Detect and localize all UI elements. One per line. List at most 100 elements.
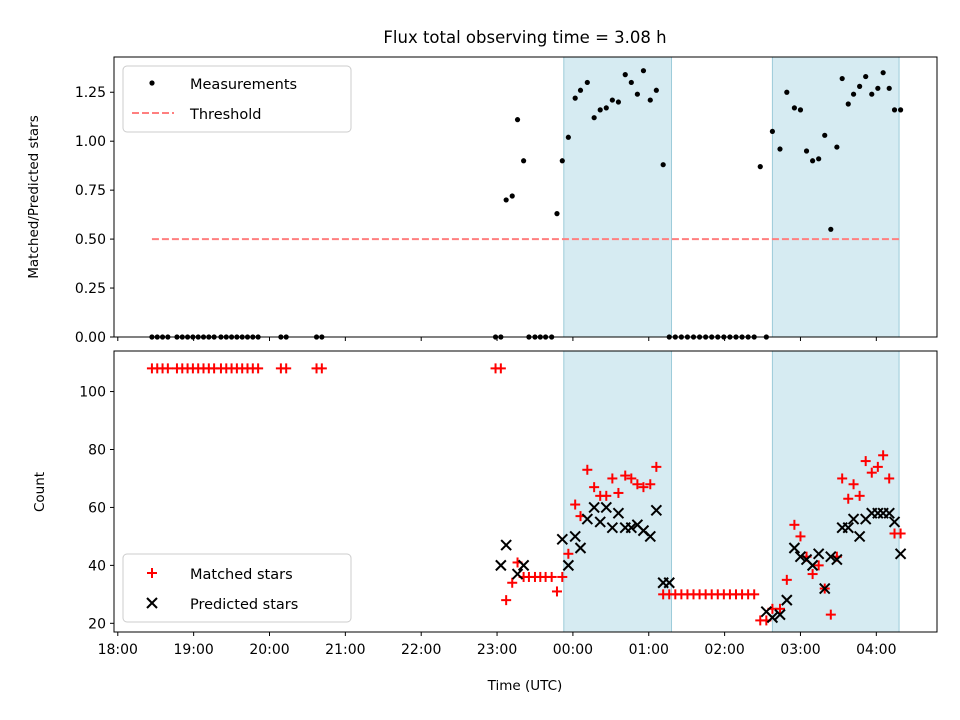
matched-stars-point [316, 363, 327, 374]
top-y-axis-ticks: 0.00 0.25 0.50 0.75 1.00 1.25 [75, 85, 114, 346]
predicted-stars-point [788, 542, 801, 554]
matched-stars-point [878, 450, 889, 461]
predicted-stars-point [888, 516, 901, 528]
legend-marker-predicted-stars [146, 597, 158, 609]
predicted-stars-point [812, 548, 825, 560]
measurement-point [591, 115, 597, 121]
matched-stars-point [620, 470, 631, 481]
predicted-stars-point [574, 542, 587, 554]
top-legend-box [122, 65, 352, 133]
matched-stars-point [570, 499, 581, 510]
bot-ytick-label: 80 [88, 442, 106, 458]
measurement-point [509, 193, 515, 199]
predicted-stars-point [883, 507, 895, 519]
predicted-stars-point [594, 516, 606, 528]
measurement-point [559, 158, 565, 164]
predicted-stars-point [612, 507, 625, 519]
measurement-point [572, 95, 578, 101]
matched-stars-point [795, 531, 806, 542]
xtick-label: 23:00 [477, 642, 517, 658]
matched-stars-point [807, 569, 818, 580]
matched-stars-point [613, 487, 624, 498]
measurement-point [857, 83, 863, 89]
measurement-point [845, 101, 851, 107]
matched-stars-point [860, 456, 871, 467]
matched-stars-point [607, 473, 618, 484]
bottom-axes-frame [113, 350, 938, 633]
matched-stars-point [626, 473, 637, 484]
top-y-axis-label: Matched/Predicted stars [26, 115, 42, 278]
matched-stars-point [546, 571, 557, 582]
chart-title: Flux total observing time = 3.08 h [383, 28, 666, 47]
xtick-label: 18:00 [98, 642, 138, 658]
matched-stars-point [632, 479, 643, 490]
predicted-stars-point [842, 522, 854, 534]
predicted-stars-point [495, 559, 507, 572]
matched-stars-point [825, 609, 836, 620]
matched-stars-point [501, 595, 512, 606]
matched-stars-point [589, 482, 600, 493]
measurement-point [521, 158, 527, 164]
bottom-panel: 20 40 60 80 100 18:00 19:00 20:00 21:00 22:00 23:… [32, 350, 938, 694]
top-shaded-interval-1 [771, 56, 900, 338]
predicted-stars-point [794, 550, 807, 563]
predicted-stars-point [556, 533, 568, 546]
x-axis-label: Time (UTC) [487, 678, 563, 694]
bot-ytick-label: 20 [88, 616, 106, 632]
matched-stars-point [651, 461, 662, 472]
predicted-stars-point [774, 608, 786, 621]
predicted-stars-point [781, 594, 793, 606]
measurement-point [834, 144, 840, 150]
measurement-point [653, 87, 659, 93]
measurement-point [816, 156, 822, 162]
legend-label-measurements: Measurements [190, 77, 297, 93]
measurement-point [886, 85, 892, 91]
matched-stars-point [638, 482, 649, 493]
measurement-point [810, 158, 816, 164]
bottom-legend-box [122, 553, 352, 623]
top-x-axis-ticks [117, 337, 877, 341]
measurement-point [784, 89, 790, 95]
matched-stars-point [281, 363, 292, 374]
matched-stars-point [848, 479, 859, 490]
measurement-point [615, 99, 622, 105]
xtick-label: 00:00 [553, 642, 593, 658]
predicted-stars-point [819, 582, 831, 595]
matched-stars-point [781, 574, 792, 585]
predicted-stars-point [517, 559, 530, 572]
xtick-label: 21:00 [325, 642, 365, 658]
top-ytick-label: 0.00 [75, 330, 106, 346]
matched-stars-point [495, 363, 506, 374]
matched-stars-point [162, 363, 173, 374]
measurement-point [828, 226, 834, 232]
xtick-label: 04:00 [856, 642, 896, 658]
top-ytick-label: 0.25 [75, 281, 106, 297]
xtick-label: 20:00 [249, 642, 289, 658]
bot-ytick-label: 60 [88, 500, 106, 516]
matched-stars-point [645, 479, 656, 490]
predicted-stars-point [825, 550, 837, 563]
predicted-stars-point [831, 553, 843, 566]
predicted-stars-point [581, 513, 594, 525]
predicted-stars-point [853, 530, 866, 543]
matched-stars-point [895, 528, 906, 539]
predicted-stars-point [663, 577, 675, 589]
measurement-point [634, 91, 640, 97]
top-ytick-label: 1.25 [75, 85, 106, 101]
measurement-point [603, 105, 609, 111]
measurement-point [803, 148, 810, 154]
xtick-label: 01:00 [629, 642, 669, 658]
measurement-point [628, 79, 634, 86]
star-count-points [146, 363, 907, 626]
matched-stars-point [884, 473, 895, 484]
matched-stars-point [507, 577, 518, 588]
predicted-stars-point [606, 522, 619, 534]
predicted-stars-point [511, 568, 524, 580]
bot-ytick-label: 100 [79, 385, 106, 401]
measurement-point [514, 117, 521, 123]
measurement-point [797, 107, 804, 113]
matched-stars-point [837, 473, 848, 484]
predicted-stars-point [847, 513, 860, 525]
bottom-y-axis-label: Count [32, 472, 48, 512]
matched-stars-point [774, 603, 785, 614]
